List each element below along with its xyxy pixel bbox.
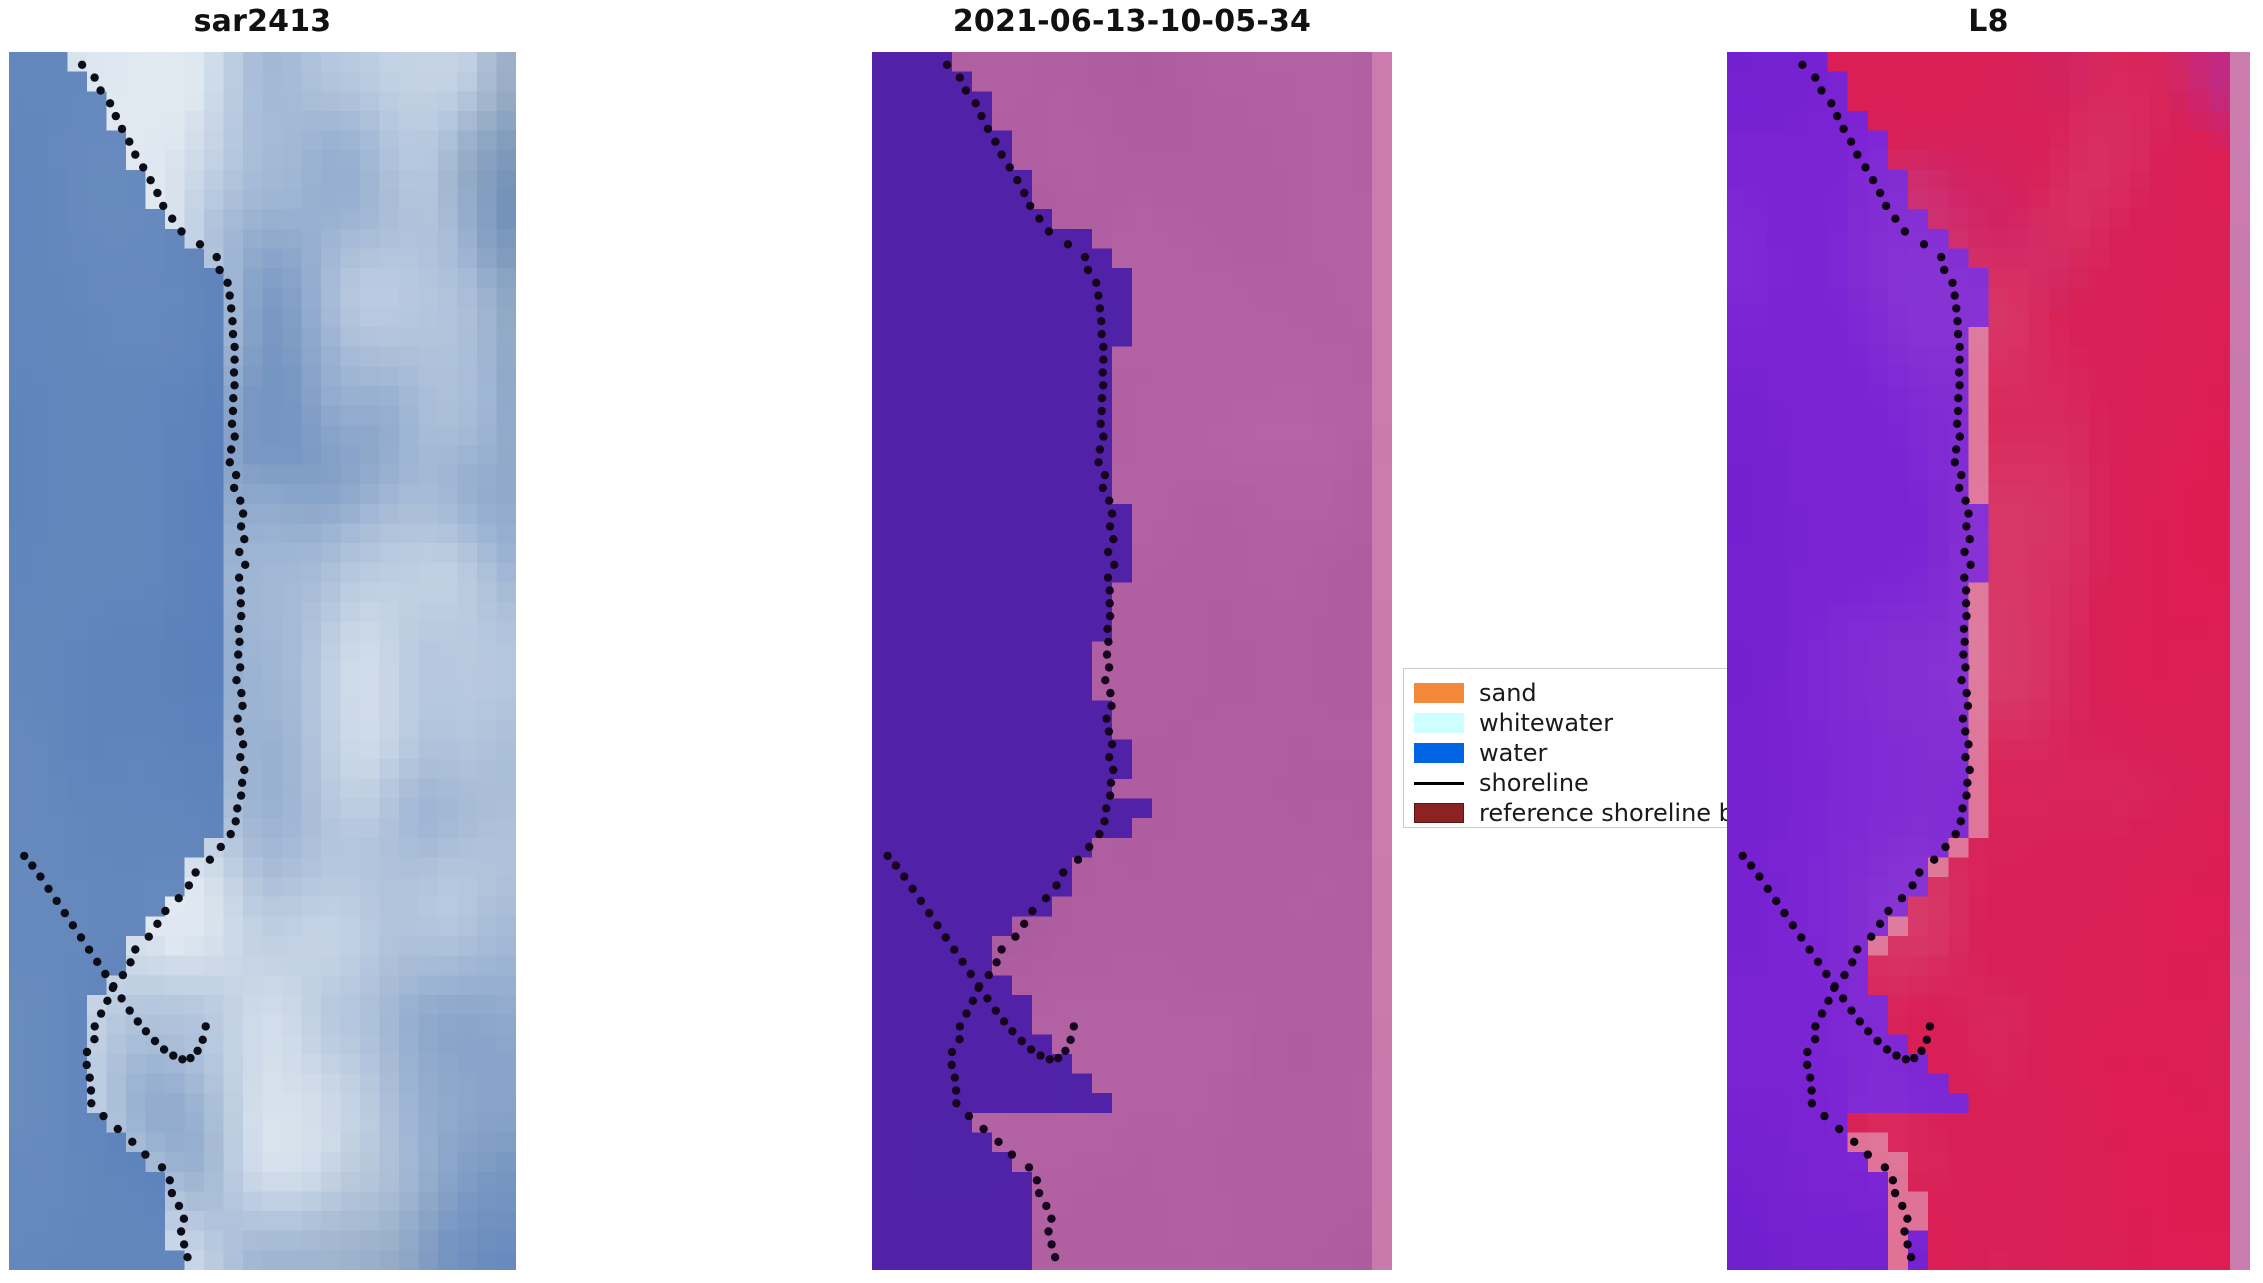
legend-item-water: water [1414,738,1727,768]
legend-label-reference-shoreline-buffer: reference shoreline buffer [1479,799,1737,827]
panel-2-raster [872,52,1392,1270]
panel-2-title: 2021-06-13-10-05-34 [952,4,1312,39]
panel-landsat8: L8 [1727,0,2250,1270]
legend-label-shoreline: shoreline [1479,769,1589,797]
legend-label-whitewater: whitewater [1479,709,1614,737]
sand-swatch-icon [1414,683,1464,703]
shoreline-overlay [883,60,1119,1262]
water-swatch-icon [1414,743,1464,763]
shoreline-line-icon [1414,781,1464,785]
legend-item-sand: sand [1414,678,1727,708]
legend-item-whitewater: whitewater [1414,708,1727,738]
legend-item-shoreline: shoreline [1414,768,1727,798]
legend-label-water: water [1479,739,1548,767]
shoreline-overlay [20,60,250,1262]
panel-1-raster [9,52,516,1270]
panel-sar: sar2413 [9,0,516,1270]
legend-item-reference-shoreline-buffer: reference shoreline buffer [1414,798,1737,827]
map-legend: sand whitewater water shoreline referenc… [1403,668,1738,828]
shoreline-overlay [1738,60,1975,1262]
panel-classified: 2021-06-13-10-05-34 [872,0,1392,1270]
panel-3-title: L8 [1968,4,2009,39]
whitewater-swatch-icon [1414,713,1464,733]
panel-3-raster [1727,52,2250,1270]
panel-1-title: sar2413 [193,4,332,39]
legend-label-sand: sand [1479,679,1537,707]
reference-shoreline-buffer-swatch-icon [1414,803,1464,823]
